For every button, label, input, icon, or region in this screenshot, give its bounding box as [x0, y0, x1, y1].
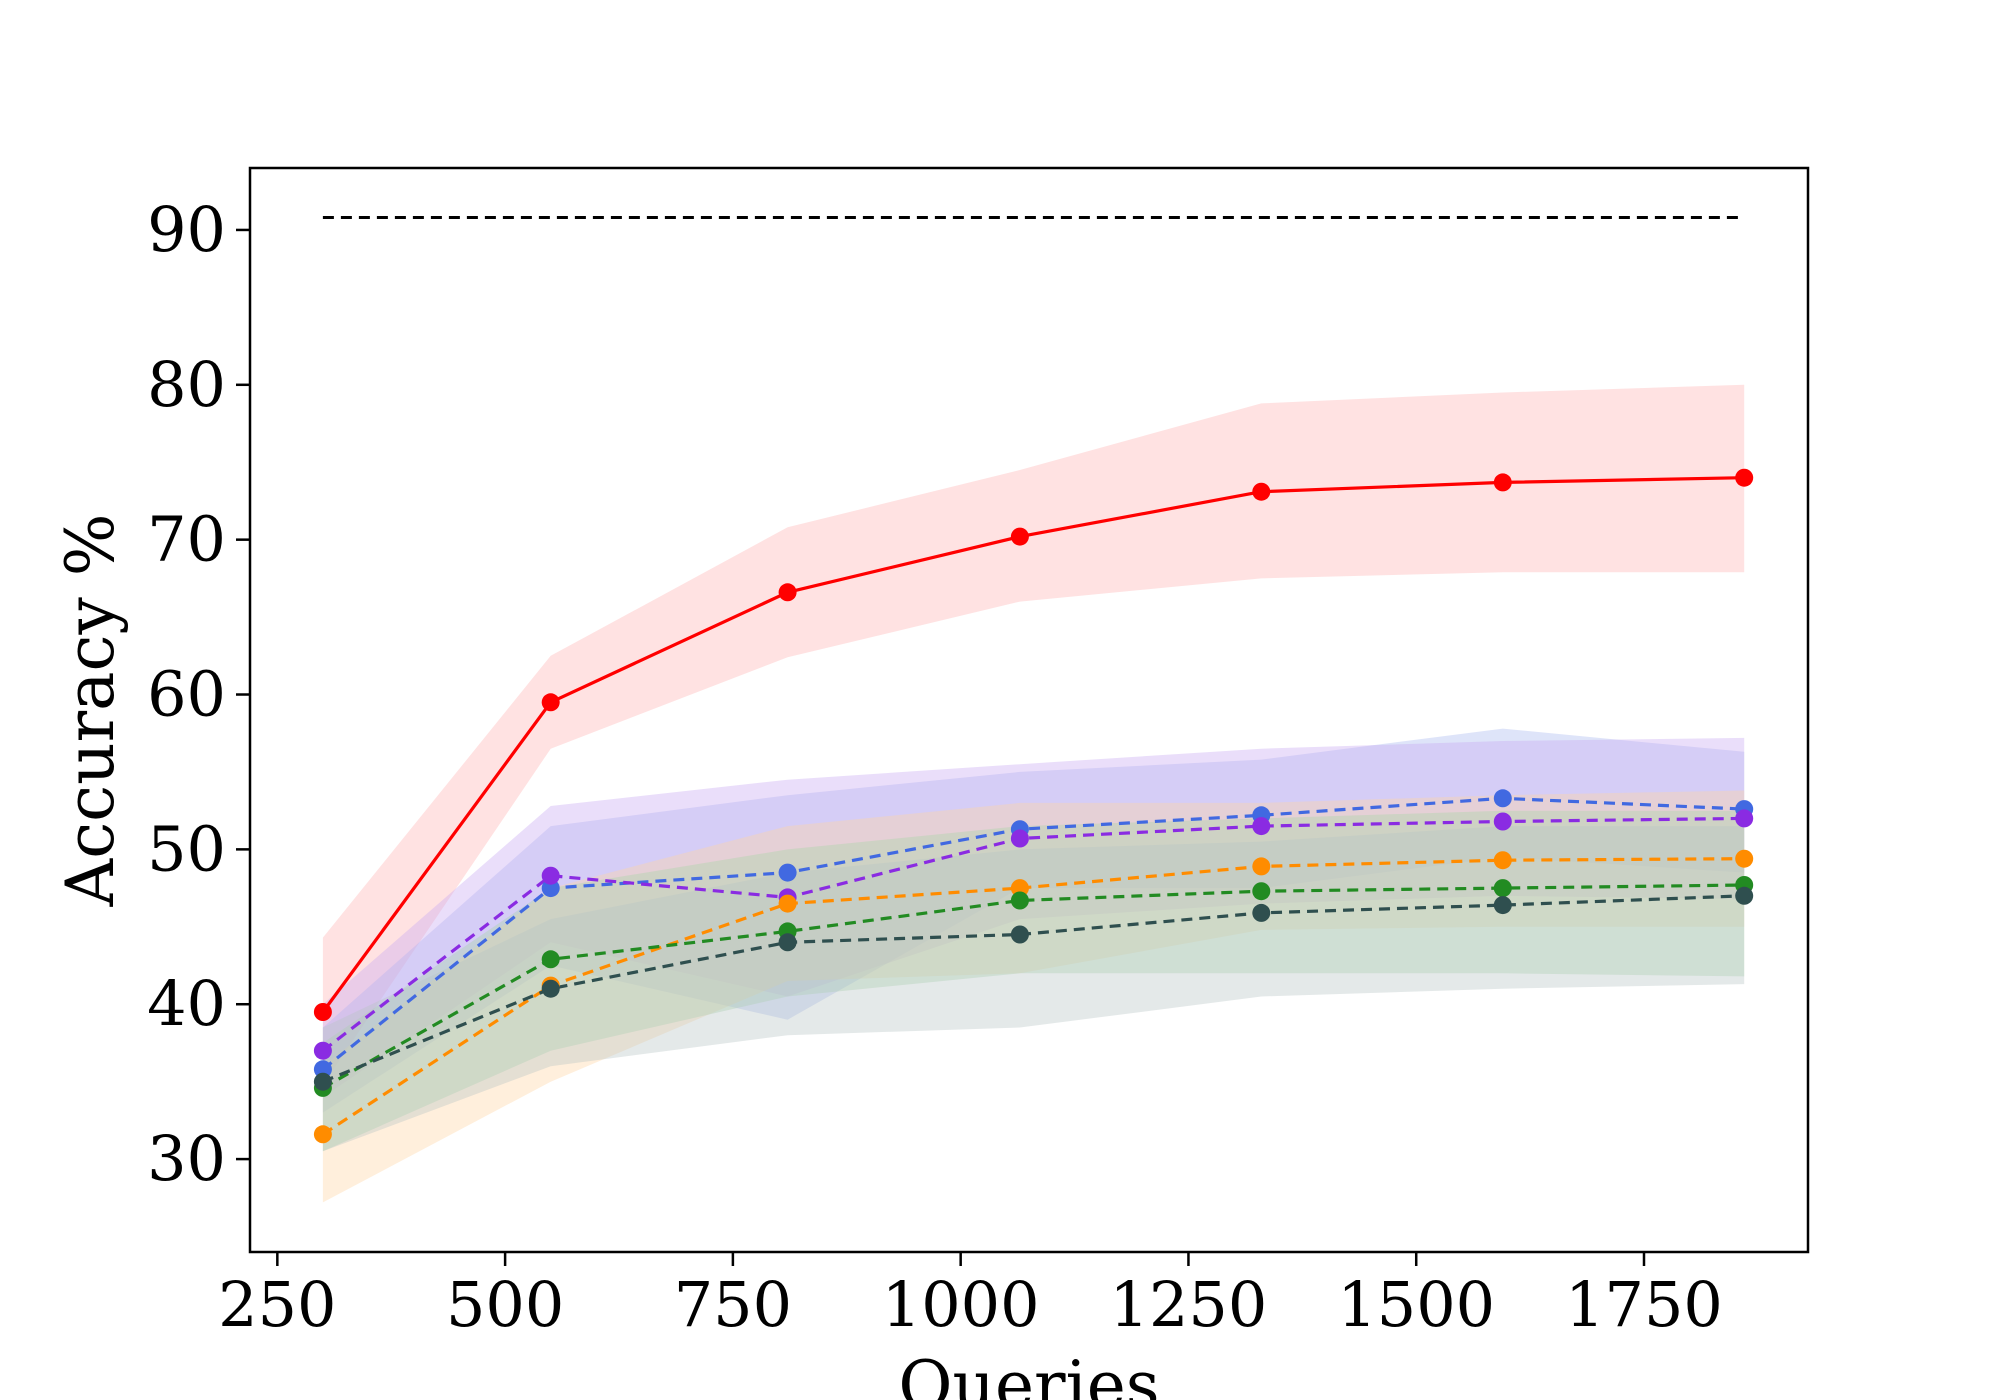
y-tick-label-30: 30 — [147, 1122, 226, 1195]
series-6-point-4 — [1010, 925, 1029, 944]
confidence-band-3 — [322, 737, 1745, 1098]
y-tick-label-50: 50 — [147, 812, 226, 885]
y-tick-label-40: 40 — [147, 967, 226, 1040]
series-6-point-7 — [1735, 886, 1754, 905]
series-3-point-6 — [1493, 812, 1512, 831]
series-6-point-6 — [1493, 896, 1512, 915]
y-axis-title: Accuracy % — [52, 514, 129, 908]
series-1-point-1 — [313, 1003, 332, 1021]
series-4-point-1 — [313, 1125, 332, 1144]
series-2-point-2 — [541, 879, 560, 898]
plot-area-background — [250, 168, 1808, 1252]
y-tick-label-60: 60 — [147, 658, 226, 731]
x-tick-label-250: 250 — [218, 1268, 336, 1341]
series-6-point-5 — [1252, 903, 1271, 922]
x-tick-label-500: 500 — [446, 1268, 564, 1341]
series-2-point-1 — [313, 1060, 332, 1079]
series-5-point-6 — [1493, 879, 1512, 898]
x-tick-label-1750: 1750 — [1565, 1268, 1723, 1341]
series-2-point-6 — [1493, 789, 1512, 808]
series-6-point-1 — [313, 1072, 332, 1091]
confidence-band-4 — [322, 790, 1745, 1203]
x-tick-label-1250: 1250 — [1110, 1268, 1268, 1341]
series-4-point-7 — [1735, 849, 1754, 868]
series-6-point-2 — [541, 979, 560, 998]
series-3-point-1 — [313, 1041, 332, 1060]
series-3-point-4 — [1010, 829, 1029, 848]
x-tick-label-1000: 1000 — [882, 1268, 1040, 1341]
series-4-point-3 — [778, 894, 797, 913]
series-3-point-2 — [541, 866, 560, 885]
series-4-point-6 — [1493, 851, 1512, 870]
y-tick-label-70: 70 — [147, 503, 226, 576]
x-tick-label-1500: 1500 — [1337, 1268, 1495, 1341]
confidence-band-1 — [322, 384, 1745, 1085]
series-3-point-5 — [1252, 817, 1271, 836]
confidence-band-5 — [322, 810, 1745, 1152]
series-1-point-5 — [1252, 482, 1271, 501]
y-tick-label-80: 80 — [147, 348, 226, 421]
series-1-point-6 — [1493, 473, 1512, 492]
series-5-point-2 — [541, 950, 560, 969]
series-1-point-4 — [1010, 527, 1029, 546]
series-markers — [313, 468, 1754, 1144]
series-4-point-5 — [1252, 857, 1271, 876]
series-4-point-4 — [1010, 879, 1029, 898]
y-axis: 30 40 50 60 70 80 90 — [147, 193, 250, 1195]
series-1-point-7 — [1735, 468, 1754, 487]
x-axis-title: Queries — [898, 1347, 1159, 1400]
x-axis: 250 500 750 1000 1250 1500 1750 — [218, 1252, 1723, 1341]
series-5-point-5 — [1252, 882, 1271, 901]
series-5-point-4 — [1010, 891, 1029, 910]
series-2-point-3 — [778, 863, 797, 882]
plot-area-frame — [248, 166, 1810, 1254]
series-6-point-3 — [778, 933, 797, 952]
x-tick-label-750: 750 — [674, 1268, 792, 1341]
series-3-point-7 — [1735, 809, 1754, 828]
series-1-point-2 — [541, 693, 560, 712]
series-1-point-3 — [778, 583, 797, 602]
y-tick-label-90: 90 — [147, 193, 226, 266]
